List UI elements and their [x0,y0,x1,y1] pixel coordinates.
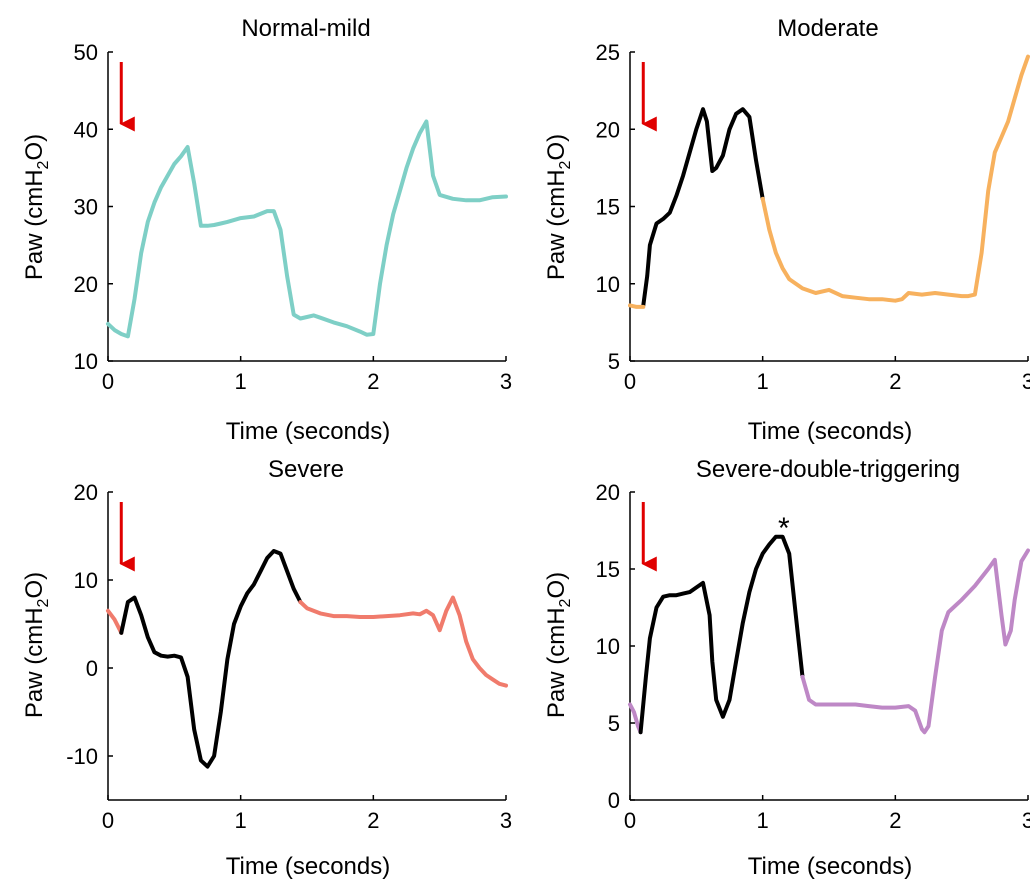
y-tick-label: -10 [66,744,98,769]
y-tick-label: 20 [74,480,98,505]
y-axis-title-suffix: O) [21,134,48,161]
y-axis-title: Paw (cmH2O) [543,572,574,718]
y-tick-label: 20 [596,117,620,142]
x-axis-title: Time (seconds) [226,853,390,880]
x-tick-label: 2 [889,369,901,394]
plot-marks: 0 1 2 3 0 5 10 15 20 * [596,480,1030,833]
y-tick-label: 0 [608,788,620,813]
panel-title: Normal-mild [241,15,370,42]
plot-marks: 0 1 2 3 -10 0 10 20 [66,480,512,833]
x-tick-label: 3 [1022,808,1030,833]
svg-text:Paw (cmH2O): Paw (cmH2O) [543,134,574,280]
x-tick-label: 1 [235,808,247,833]
svg-text:Paw (cmH2O): Paw (cmH2O) [21,134,52,280]
series-line-0 [106,119,508,339]
y-tick-label: 0 [86,656,98,681]
y-axis-title-subscript: 2 [557,160,574,169]
y-tick-label: 25 [596,40,620,65]
y-axis-title-main: Paw (cmH [21,169,48,280]
x-tick-label: 3 [500,369,512,394]
panel-severe-double-triggering: Severe-double-triggering Time (seconds) … [543,456,1030,880]
series-line-1 [628,303,646,309]
y-axis-title: Paw (cmH2O) [543,134,574,280]
y-axis-title-suffix: O) [21,572,48,599]
y-tick-label: 20 [596,480,620,505]
y-tick-label: 10 [74,349,98,374]
y-axis-title-main: Paw (cmH [543,607,570,718]
y-tick-label: 10 [596,634,620,659]
series-line-0 [641,107,765,308]
y-axis-title-suffix: O) [543,572,570,599]
annotation-asterisk: * [778,512,790,545]
y-tick-label: 10 [596,272,620,297]
y-tick-label: 5 [608,711,620,736]
panel-title: Severe [268,456,344,483]
y-tick-label: 30 [74,195,98,220]
y-axis-title: Paw (cmH2O) [21,572,52,718]
y-axis-title-main: Paw (cmH [543,169,570,280]
y-tick-label: 15 [596,195,620,220]
svg-text:Paw (cmH2O): Paw (cmH2O) [21,572,52,718]
series-line-2 [760,54,1030,303]
x-tick-label: 0 [624,808,636,833]
x-axis-title: Time (seconds) [226,418,390,445]
x-tick-label: 3 [1022,369,1030,394]
x-tick-label: 0 [102,808,114,833]
y-axis-title-subscript: 2 [557,598,574,607]
series-line-0 [106,608,124,635]
panel-normal-mild: Normal-mild Time (seconds) Paw (cmH2O) 0… [21,15,512,445]
x-tick-label: 3 [500,808,512,833]
y-tick-label: 50 [74,40,98,65]
series-line-2 [298,595,508,688]
y-axis-title: Paw (cmH2O) [21,134,52,280]
series-line-1 [638,534,805,735]
svg-text:Paw (cmH2O): Paw (cmH2O) [543,572,574,718]
x-tick-label: 2 [367,808,379,833]
y-tick-label: 10 [74,568,98,593]
x-tick-label: 0 [624,369,636,394]
y-axis-title-suffix: O) [543,134,570,161]
y-tick-label: 5 [608,349,620,374]
series-line-2 [800,548,1030,735]
y-axis-title-subscript: 2 [35,598,52,607]
x-tick-label: 0 [102,369,114,394]
series-line-1 [119,549,303,769]
x-axis-title: Time (seconds) [748,418,912,445]
y-tick-label: 20 [74,272,98,297]
x-tick-label: 1 [235,369,247,394]
x-tick-label: 1 [757,369,769,394]
panel-title: Moderate [777,15,878,42]
panel-severe: Severe Time (seconds) Paw (cmH2O) 0 1 2 3-1… [21,456,512,880]
y-axis-title-subscript: 2 [35,160,52,169]
x-tick-label: 2 [367,369,379,394]
plot-marks: 0 1 2 3 10 20 30 40 50 [74,40,513,394]
x-tick-label: 1 [757,808,769,833]
y-tick-label: 40 [74,117,98,142]
y-tick-label: 15 [596,557,620,582]
plot-marks: 0 1 2 3 5 10 15 20 25 [596,40,1030,394]
y-axis-title-main: Paw (cmH [21,607,48,718]
x-tick-label: 2 [889,808,901,833]
x-axis-title: Time (seconds) [748,853,912,880]
panel-title: Severe-double-triggering [696,456,960,483]
